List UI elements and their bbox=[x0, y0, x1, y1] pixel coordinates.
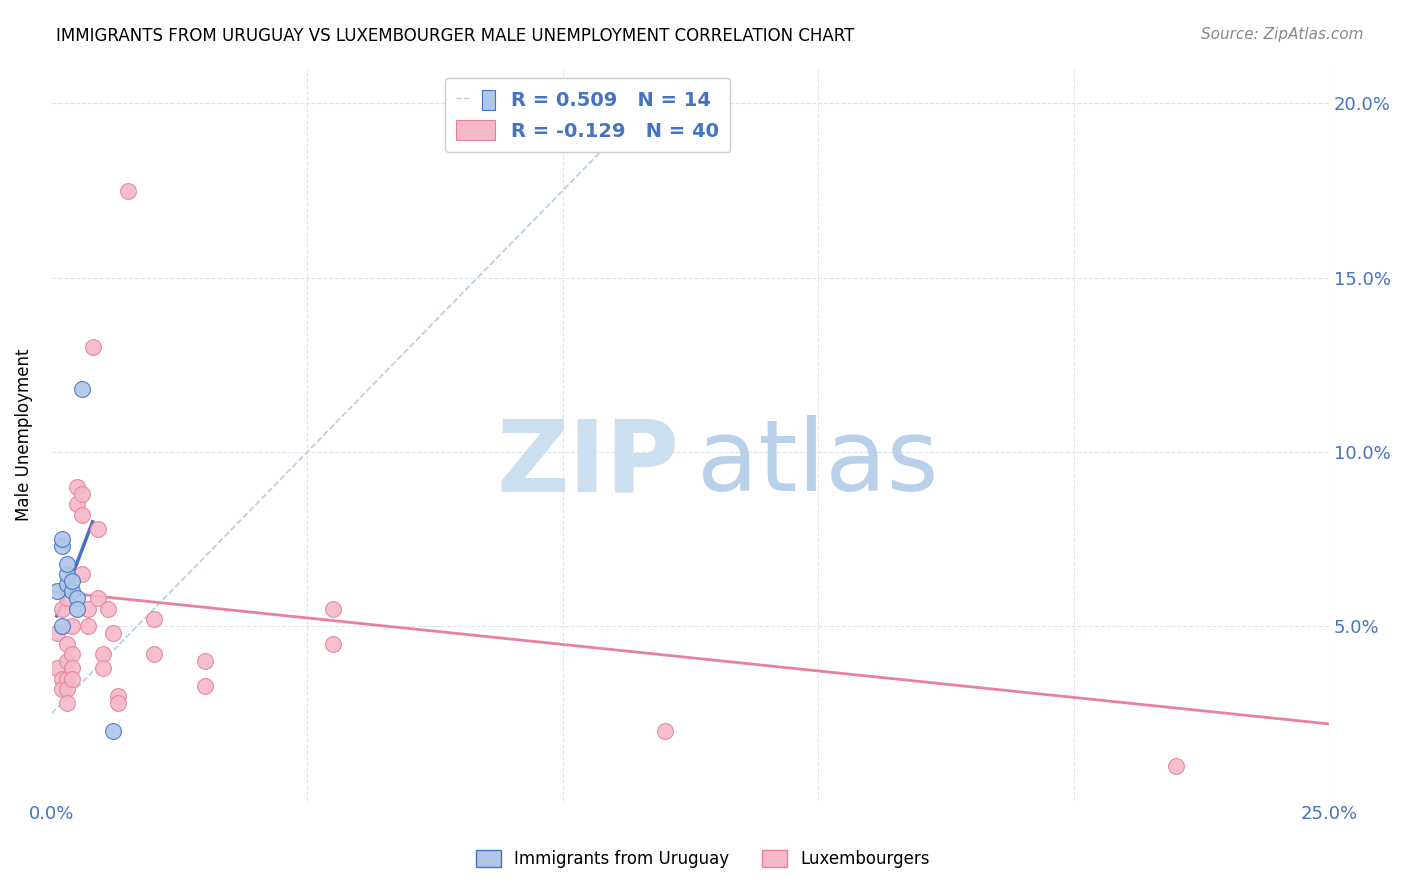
Point bbox=[45, 661, 67, 675]
Point bbox=[322, 637, 344, 651]
Point bbox=[56, 672, 79, 686]
Point bbox=[56, 591, 79, 606]
Legend: Immigrants from Uruguay, Luxembourgers: Immigrants from Uruguay, Luxembourgers bbox=[470, 843, 936, 875]
Point bbox=[45, 584, 67, 599]
Point bbox=[56, 557, 79, 571]
Legend: R = 0.509   N = 14, R = -0.129   N = 40: R = 0.509 N = 14, R = -0.129 N = 40 bbox=[444, 78, 731, 153]
Text: Source: ZipAtlas.com: Source: ZipAtlas.com bbox=[1201, 27, 1364, 42]
Point bbox=[66, 497, 89, 511]
Point bbox=[56, 696, 79, 710]
Point bbox=[142, 612, 165, 626]
Point bbox=[142, 647, 165, 661]
Point bbox=[194, 679, 217, 693]
Point bbox=[60, 584, 83, 599]
Point bbox=[194, 654, 217, 668]
Point bbox=[51, 532, 73, 546]
Point bbox=[72, 487, 94, 501]
Point bbox=[60, 647, 83, 661]
Point bbox=[117, 184, 139, 198]
Y-axis label: Male Unemployment: Male Unemployment bbox=[15, 348, 32, 521]
Point bbox=[51, 539, 73, 553]
Point bbox=[87, 522, 110, 536]
Point bbox=[66, 591, 89, 606]
Point bbox=[51, 619, 73, 633]
Point bbox=[60, 619, 83, 633]
Point bbox=[51, 602, 73, 616]
Text: IMMIGRANTS FROM URUGUAY VS LUXEMBOURGER MALE UNEMPLOYMENT CORRELATION CHART: IMMIGRANTS FROM URUGUAY VS LUXEMBOURGER … bbox=[56, 27, 855, 45]
Point bbox=[76, 619, 98, 633]
Point bbox=[322, 602, 344, 616]
Point bbox=[1164, 758, 1187, 772]
Point bbox=[56, 567, 79, 582]
Point bbox=[56, 577, 79, 591]
Point bbox=[45, 626, 67, 640]
Point bbox=[60, 574, 83, 588]
Point bbox=[56, 681, 79, 696]
Point bbox=[101, 723, 124, 738]
Point bbox=[51, 681, 73, 696]
Point bbox=[87, 591, 110, 606]
Point bbox=[107, 689, 129, 703]
Point bbox=[76, 602, 98, 616]
Point bbox=[66, 480, 89, 494]
Point bbox=[60, 672, 83, 686]
Point bbox=[60, 661, 83, 675]
Point bbox=[654, 723, 676, 738]
Point bbox=[82, 340, 104, 354]
Point bbox=[51, 672, 73, 686]
Point bbox=[72, 567, 94, 582]
Point bbox=[91, 647, 114, 661]
Point bbox=[56, 654, 79, 668]
Point bbox=[107, 696, 129, 710]
Point bbox=[97, 602, 120, 616]
Point bbox=[72, 382, 94, 396]
Point bbox=[66, 602, 89, 616]
Text: atlas: atlas bbox=[697, 416, 939, 512]
Point bbox=[101, 626, 124, 640]
Point bbox=[72, 508, 94, 522]
Point bbox=[56, 637, 79, 651]
Point bbox=[91, 661, 114, 675]
Text: ZIP: ZIP bbox=[496, 416, 679, 512]
